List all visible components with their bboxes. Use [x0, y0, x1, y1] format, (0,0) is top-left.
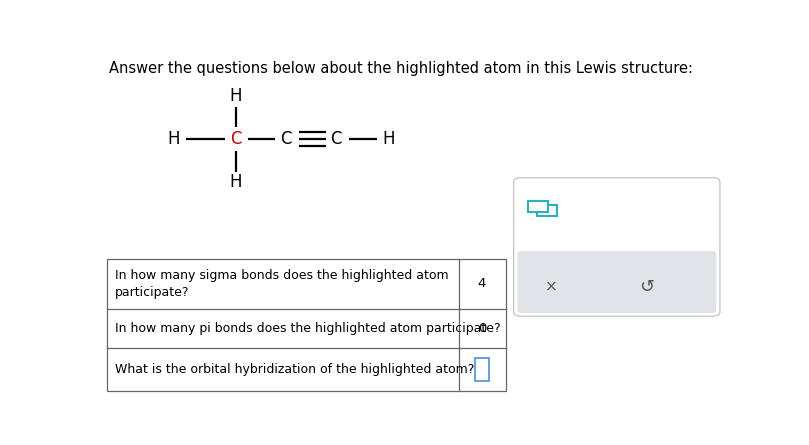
Text: In how many sigma bonds does the highlighted atom
participate?: In how many sigma bonds does the highlig…: [115, 269, 448, 299]
FancyBboxPatch shape: [514, 178, 720, 316]
Bar: [475, 357, 489, 381]
Bar: [537, 205, 557, 216]
Bar: [108, 259, 506, 391]
Text: ×: ×: [545, 279, 557, 295]
Text: ↺: ↺: [639, 278, 654, 296]
Text: What is the orbital hybridization of the highlighted atom?: What is the orbital hybridization of the…: [115, 363, 474, 376]
Text: H: H: [382, 130, 395, 148]
Text: H: H: [230, 173, 242, 191]
Text: H: H: [167, 130, 180, 148]
FancyBboxPatch shape: [518, 251, 716, 313]
Text: Answer the questions below about the highlighted atom in this Lewis structure:: Answer the questions below about the hig…: [108, 61, 693, 76]
Text: 4: 4: [478, 277, 486, 290]
Text: C: C: [331, 130, 342, 148]
Text: C: C: [281, 130, 292, 148]
Text: H: H: [230, 87, 242, 105]
Text: C: C: [231, 130, 242, 148]
Bar: [528, 201, 549, 212]
Text: 0: 0: [478, 322, 486, 335]
Text: In how many pi bonds does the highlighted atom participate?: In how many pi bonds does the highlighte…: [115, 322, 501, 335]
